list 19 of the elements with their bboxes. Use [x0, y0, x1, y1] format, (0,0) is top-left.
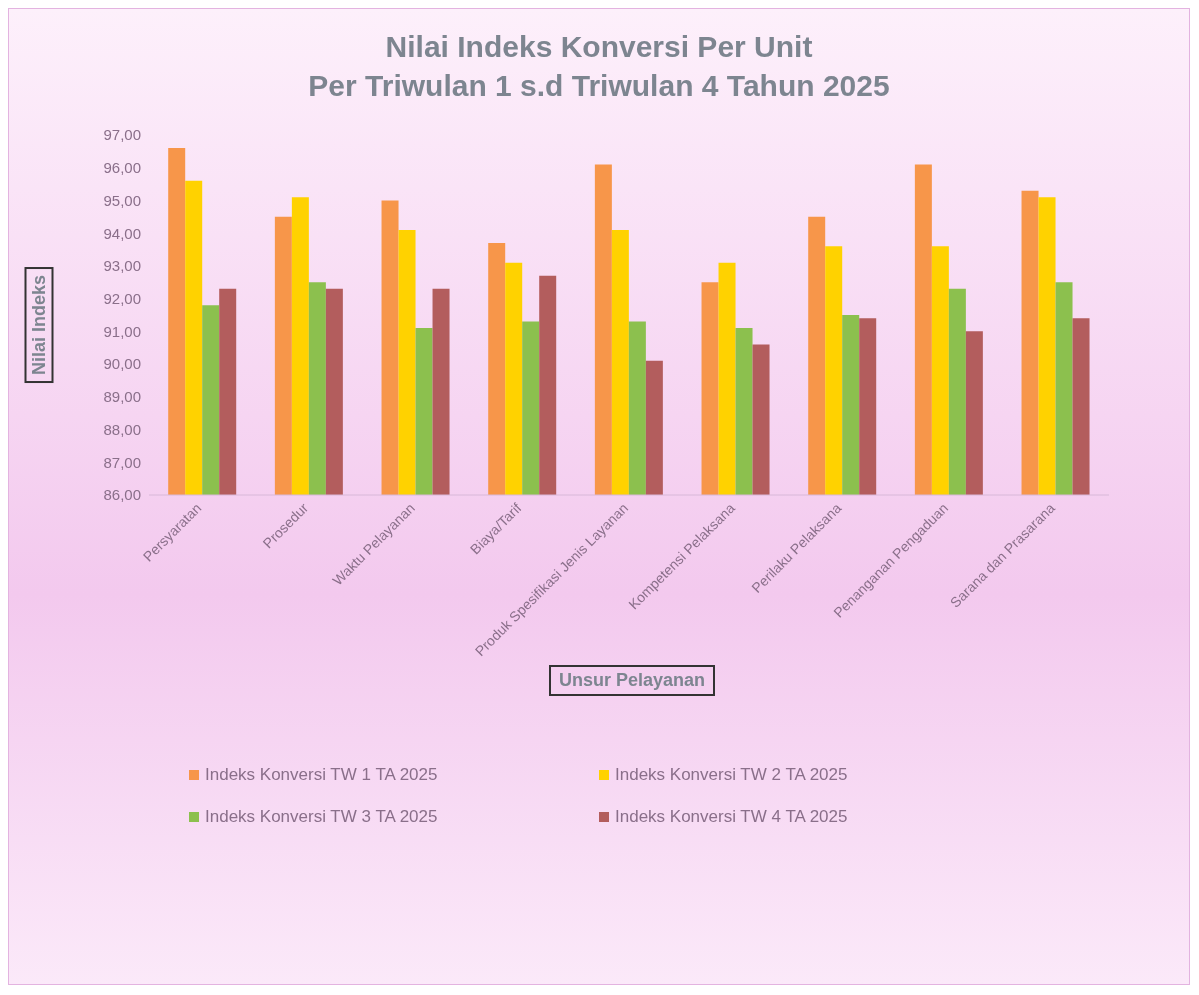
y-tick-label: 89,00 [103, 388, 141, 406]
y-axis-title: Nilai Indeks [24, 266, 54, 384]
legend-label: Indeks Konversi TW 1 TA 2025 [205, 765, 438, 785]
legend-label: Indeks Konversi TW 2 TA 2025 [615, 765, 848, 785]
y-tick-label: 92,00 [103, 289, 141, 307]
legend-label: Indeks Konversi TW 4 TA 2025 [615, 807, 848, 827]
y-tick-label: 93,00 [103, 257, 141, 275]
y-tick-label: 87,00 [103, 453, 141, 471]
y-tick-label: 88,00 [103, 420, 141, 438]
y-tick-label: 94,00 [103, 224, 141, 242]
chart-title: Nilai Indeks Konversi Per Unit Per Triwulan 1 s.d Triwulan 4 Tahun 2025 [307, 29, 891, 104]
legend-label: Indeks Konversi TW 3 TA 2025 [205, 807, 438, 827]
y-tick-label: 96,00 [103, 159, 141, 177]
y-tick-label: 97,00 [103, 126, 141, 144]
y-tick-label: 90,00 [103, 355, 141, 373]
y-tick-label: 91,00 [103, 322, 141, 340]
y-tick-label: 95,00 [103, 191, 141, 209]
x-axis-title: Unsur Pelayanan [549, 665, 716, 696]
y-tick-label: 86,00 [103, 486, 141, 504]
